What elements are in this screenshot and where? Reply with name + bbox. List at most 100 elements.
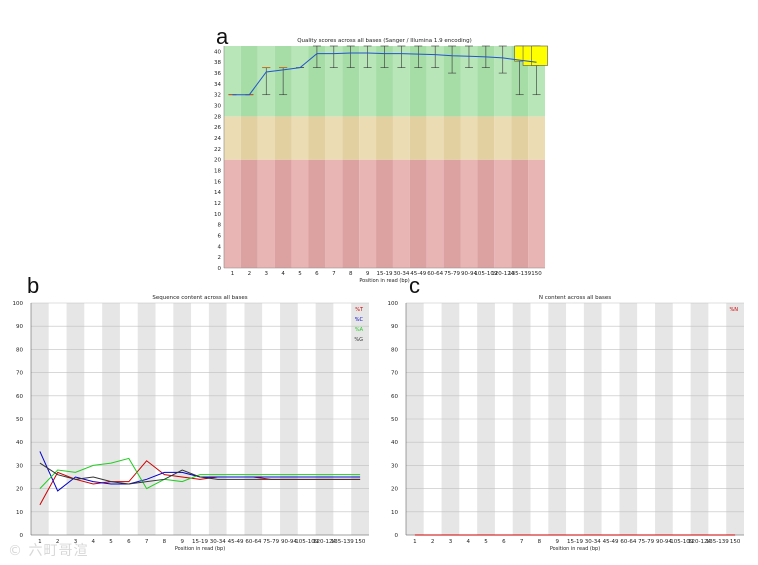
y-tick-label: 10	[214, 212, 221, 218]
quality-zone-0-band-12	[426, 159, 444, 268]
y-tick-label: 36	[214, 71, 221, 77]
y-tick-label: 16	[214, 179, 221, 185]
x-tick-label: 8	[163, 539, 167, 545]
y-tick-label: 80	[16, 347, 23, 353]
x-tick-label: 120-124	[688, 539, 711, 545]
x-tick-label: 135-139	[331, 539, 354, 545]
quality-zone-0-band-18	[528, 159, 545, 268]
x-tick-label: 150	[730, 539, 741, 545]
quality-zone-2-band-7	[342, 46, 360, 117]
x-tick-label: 1	[413, 539, 417, 545]
quality-zone-0-band-6	[325, 159, 343, 268]
y-tick-label: 100	[13, 301, 24, 307]
y-tick-label: 100	[388, 301, 399, 307]
chart-title: Sequence content across all bases	[152, 295, 247, 301]
y-tick-label: 28	[214, 114, 221, 120]
quality-zone-0-band-16	[494, 159, 512, 268]
x-tick-label: 90-94	[461, 271, 477, 277]
quality-zone-2-band-5	[308, 46, 326, 117]
y-tick-label: 70	[391, 371, 398, 377]
quality-zone-1-band-12	[426, 116, 444, 160]
legend-entry: %N	[730, 307, 739, 313]
y-tick-label: 6	[218, 234, 222, 240]
x-tick-label: 5	[109, 539, 113, 545]
watermark: © 六町哥渲	[8, 543, 89, 559]
legend-entry: %C	[355, 317, 364, 323]
x-tick-label: 150	[531, 271, 542, 277]
x-tick-label: 30-34	[585, 539, 601, 545]
x-tick-label: 60-64	[427, 271, 443, 277]
legend-entry: %T	[355, 307, 364, 313]
x-tick-label: 8	[349, 271, 353, 277]
quality-zone-1-band-9	[376, 116, 393, 160]
x-tick-label: 1	[38, 539, 42, 545]
x-tick-label: 6	[502, 539, 506, 545]
x-tick-label: 60-64	[620, 539, 636, 545]
y-tick-label: 10	[16, 510, 23, 516]
quality-zone-1-band-3	[274, 116, 292, 160]
quality-zone-2-band-13	[443, 46, 461, 117]
y-tick-label: 2	[218, 255, 222, 261]
quality-zone-0-band-5	[308, 159, 326, 268]
quality-zone-0-band-10	[392, 159, 410, 268]
y-tick-label: 40	[391, 440, 398, 446]
y-tick-label: 20	[391, 487, 398, 493]
quality-zone-0-band-1	[240, 159, 258, 268]
y-tick-label: 0	[218, 266, 222, 272]
quality-zone-0-band-11	[409, 159, 427, 268]
x-tick-label: 2	[431, 539, 435, 545]
x-tick-label: 45-49	[228, 539, 244, 545]
quality-zone-1-band-6	[325, 116, 343, 160]
chart-title: N content across all bases	[539, 295, 611, 301]
y-tick-label: 22	[214, 147, 221, 153]
panel-label-b: b	[27, 273, 40, 298]
quality-zone-1-band-5	[308, 116, 326, 160]
x-tick-label: 4	[92, 539, 96, 545]
x-tick-label: 30-34	[393, 271, 409, 277]
quality-zone-1-band-4	[291, 116, 309, 160]
y-tick-label: 38	[214, 60, 221, 66]
y-tick-label: 40	[214, 49, 221, 55]
y-tick-label: 40	[16, 440, 23, 446]
x-tick-label: 6	[127, 539, 131, 545]
quality-zone-2-band-10	[392, 46, 410, 117]
panel-label-a: a	[216, 24, 229, 49]
y-tick-label: 14	[214, 190, 221, 196]
series-line-pct-A	[39, 457, 361, 490]
x-tick-label: 45-49	[603, 539, 619, 545]
quality-zone-0-band-13	[443, 159, 461, 268]
quality-zone-1-band-8	[359, 116, 377, 160]
x-tick-label: 120-124	[313, 539, 336, 545]
x-tick-label: 120-124	[491, 271, 514, 277]
quality-zone-1-band-17	[511, 116, 529, 160]
yellow-iqr-box	[531, 45, 548, 66]
x-tick-label: 5	[484, 539, 488, 545]
x-tick-label: 9	[180, 539, 184, 545]
x-tick-label: 2	[56, 539, 60, 545]
x-tick-label: 105-109	[474, 271, 497, 277]
panel-label-c: c	[409, 273, 420, 298]
x-tick-label: 135-139	[706, 539, 729, 545]
quality-zone-2-band-0	[224, 46, 241, 117]
y-tick-label: 0	[395, 533, 399, 539]
quality-zone-0-band-4	[291, 159, 309, 268]
quality-zone-2-band-12	[426, 46, 444, 117]
x-tick-label: 150	[355, 539, 366, 545]
x-tick-label: 75-79	[638, 539, 654, 545]
y-tick-label: 60	[391, 394, 398, 400]
y-tick-label: 10	[391, 510, 398, 516]
y-tick-label: 30	[214, 104, 221, 110]
x-tick-label: 7	[520, 539, 524, 545]
y-tick-label: 4	[218, 244, 222, 250]
y-tick-label: 32	[214, 93, 221, 99]
y-tick-label: 12	[214, 201, 221, 207]
quality-zone-0-band-14	[460, 159, 478, 268]
y-tick-label: 8	[218, 223, 222, 229]
x-tick-label: 45-49	[410, 271, 426, 277]
legend-entry: %G	[354, 337, 363, 343]
quality-zone-0-band-17	[511, 159, 529, 268]
x-tick-label: 15-19	[567, 539, 583, 545]
quality-zone-1-band-16	[494, 116, 512, 160]
